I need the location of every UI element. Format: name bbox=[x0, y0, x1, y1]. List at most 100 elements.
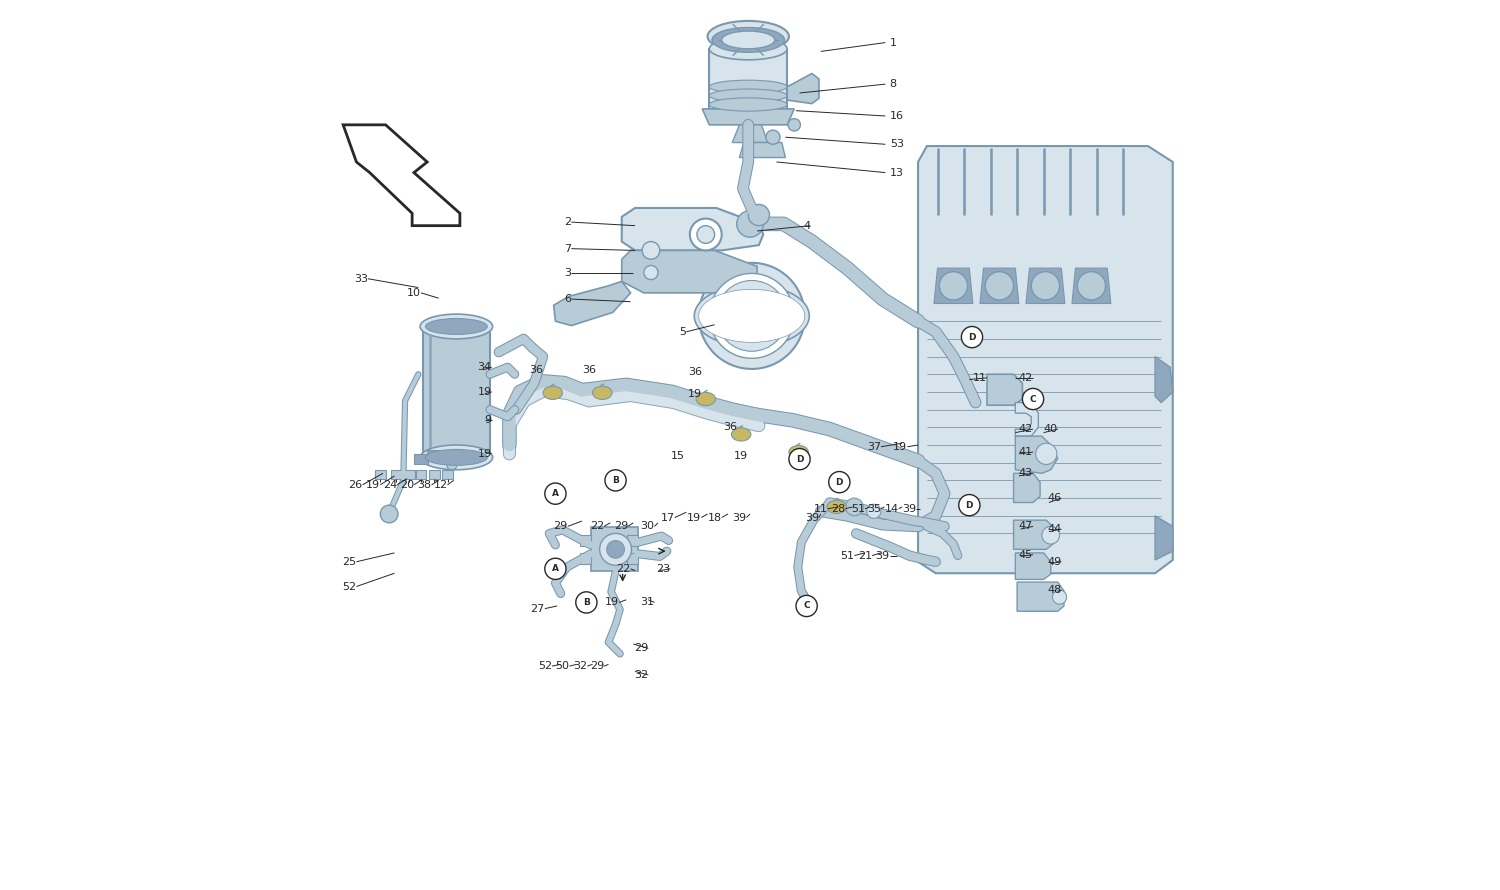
Circle shape bbox=[766, 130, 780, 144]
Polygon shape bbox=[423, 331, 490, 453]
Ellipse shape bbox=[426, 449, 488, 465]
Text: 1: 1 bbox=[890, 37, 897, 47]
Text: 36: 36 bbox=[723, 423, 738, 433]
Text: A: A bbox=[552, 564, 560, 573]
Polygon shape bbox=[987, 374, 1023, 405]
Ellipse shape bbox=[696, 392, 715, 406]
Text: 27: 27 bbox=[531, 603, 544, 613]
Text: 26: 26 bbox=[348, 480, 363, 490]
Polygon shape bbox=[980, 268, 1018, 303]
Text: 33: 33 bbox=[354, 274, 368, 284]
Polygon shape bbox=[1016, 436, 1058, 473]
Text: 52: 52 bbox=[342, 581, 357, 592]
Polygon shape bbox=[429, 470, 439, 479]
Polygon shape bbox=[416, 470, 426, 479]
Text: 49: 49 bbox=[1047, 557, 1062, 567]
Text: 17: 17 bbox=[660, 513, 675, 522]
Text: 39: 39 bbox=[902, 504, 916, 514]
Text: 19: 19 bbox=[366, 480, 381, 490]
Polygon shape bbox=[622, 208, 764, 250]
Ellipse shape bbox=[543, 386, 562, 400]
Polygon shape bbox=[591, 527, 638, 571]
Polygon shape bbox=[414, 454, 428, 465]
Text: D: D bbox=[796, 455, 804, 464]
Text: 14: 14 bbox=[885, 504, 898, 514]
Text: 2: 2 bbox=[564, 217, 572, 227]
Circle shape bbox=[788, 118, 801, 131]
Text: 42: 42 bbox=[1019, 424, 1034, 434]
Ellipse shape bbox=[789, 445, 808, 458]
Text: 43: 43 bbox=[1019, 468, 1034, 478]
Ellipse shape bbox=[426, 319, 488, 335]
Polygon shape bbox=[740, 142, 786, 158]
Text: 37: 37 bbox=[867, 441, 880, 452]
Text: 12: 12 bbox=[433, 480, 447, 490]
Text: 48: 48 bbox=[1047, 585, 1062, 595]
Text: 50: 50 bbox=[555, 661, 570, 671]
Text: 32: 32 bbox=[634, 670, 648, 680]
Polygon shape bbox=[1014, 473, 1040, 503]
Text: 34: 34 bbox=[477, 362, 492, 372]
Polygon shape bbox=[1026, 268, 1065, 303]
Text: 19: 19 bbox=[477, 387, 492, 397]
Circle shape bbox=[642, 241, 660, 259]
Text: A: A bbox=[552, 490, 560, 498]
Polygon shape bbox=[1017, 582, 1064, 611]
Text: 16: 16 bbox=[890, 111, 903, 121]
Polygon shape bbox=[710, 49, 788, 109]
Circle shape bbox=[736, 211, 764, 237]
Text: 39: 39 bbox=[806, 513, 819, 522]
Text: 28: 28 bbox=[831, 504, 846, 514]
Text: 41: 41 bbox=[1019, 447, 1034, 457]
Text: 45: 45 bbox=[1019, 550, 1034, 560]
Text: 4: 4 bbox=[802, 221, 810, 231]
Polygon shape bbox=[1016, 402, 1038, 436]
Text: B: B bbox=[584, 598, 590, 607]
Text: 29: 29 bbox=[590, 661, 604, 671]
Text: 53: 53 bbox=[890, 140, 903, 150]
Polygon shape bbox=[375, 470, 386, 479]
Polygon shape bbox=[344, 125, 460, 226]
Circle shape bbox=[381, 506, 398, 522]
Ellipse shape bbox=[592, 386, 612, 400]
Text: 44: 44 bbox=[1047, 524, 1062, 534]
Polygon shape bbox=[934, 268, 974, 303]
Ellipse shape bbox=[827, 500, 846, 514]
Polygon shape bbox=[442, 470, 453, 479]
Circle shape bbox=[962, 327, 982, 348]
Text: 19: 19 bbox=[894, 441, 908, 452]
Circle shape bbox=[447, 459, 458, 470]
Circle shape bbox=[1035, 443, 1058, 465]
Circle shape bbox=[1032, 271, 1059, 300]
Text: C: C bbox=[1029, 394, 1036, 403]
Ellipse shape bbox=[710, 98, 788, 111]
Text: 18: 18 bbox=[708, 513, 722, 522]
Text: B: B bbox=[612, 476, 620, 485]
Text: D: D bbox=[966, 501, 974, 510]
Polygon shape bbox=[788, 74, 819, 103]
Polygon shape bbox=[1155, 357, 1173, 402]
Polygon shape bbox=[1014, 520, 1054, 549]
Text: 32: 32 bbox=[573, 661, 588, 671]
Circle shape bbox=[939, 271, 968, 300]
Circle shape bbox=[699, 263, 806, 369]
Text: 39: 39 bbox=[732, 513, 747, 522]
Circle shape bbox=[748, 205, 770, 226]
Text: 51: 51 bbox=[840, 551, 855, 561]
Polygon shape bbox=[1155, 516, 1173, 560]
Text: 11: 11 bbox=[974, 373, 987, 383]
Text: 19: 19 bbox=[477, 449, 492, 459]
Text: 19: 19 bbox=[688, 389, 702, 399]
Circle shape bbox=[796, 595, 818, 617]
Polygon shape bbox=[1016, 553, 1050, 579]
Circle shape bbox=[604, 470, 625, 491]
Circle shape bbox=[867, 505, 880, 518]
Text: 6: 6 bbox=[564, 294, 572, 304]
Text: 19: 19 bbox=[687, 513, 702, 522]
Text: 19: 19 bbox=[734, 450, 748, 461]
Text: 39: 39 bbox=[876, 551, 890, 561]
Circle shape bbox=[1077, 271, 1106, 300]
Circle shape bbox=[717, 280, 788, 352]
Polygon shape bbox=[622, 250, 758, 293]
Ellipse shape bbox=[420, 314, 492, 339]
